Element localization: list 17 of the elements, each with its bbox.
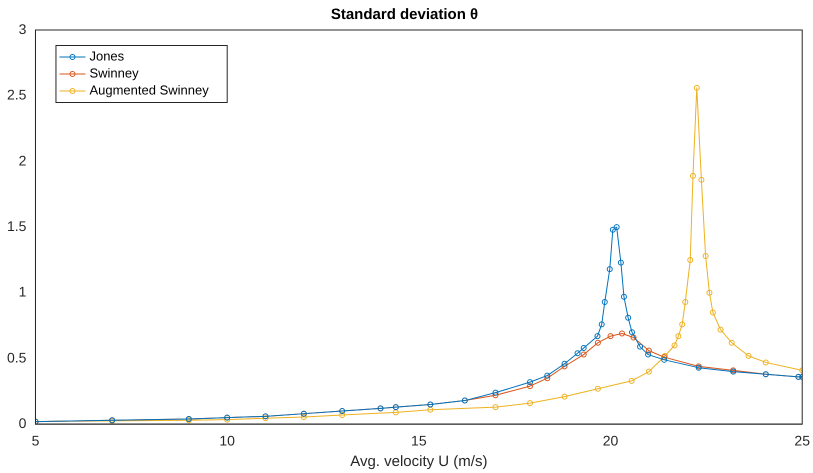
y-tick-label: 3 [18, 20, 27, 37]
y-tick-label: 2.5 [6, 86, 27, 103]
x-tick-label: 15 [411, 432, 427, 448]
x-tick-label: 5 [32, 432, 40, 448]
legend-label: Augmented Swinney [89, 82, 210, 98]
x-tick-label: 20 [602, 432, 619, 448]
legend-label: Jones [89, 48, 125, 64]
x-axis-title: Avg. velocity U (m/s) [350, 453, 488, 470]
y-tick-label: 1 [18, 284, 27, 300]
legend-label: Swinney [89, 66, 140, 81]
y-tick-label: 1.5 [6, 218, 27, 234]
y-tick-label: 0.5 [6, 349, 27, 366]
chart-title: Standard deviation θ [330, 6, 478, 24]
x-tick-label: 10 [219, 432, 236, 448]
y-tick-label: 2 [18, 152, 27, 168]
y-tick-label: 0 [18, 415, 27, 432]
x-tick-label: 25 [794, 432, 810, 448]
